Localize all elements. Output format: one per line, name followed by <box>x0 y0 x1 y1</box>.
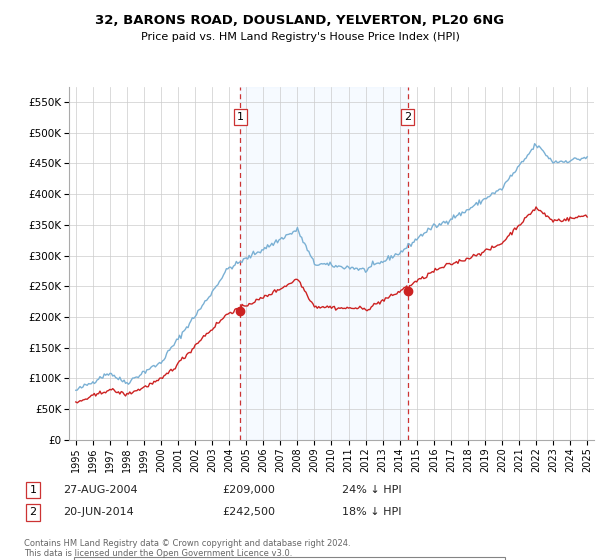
Bar <box>241 87 407 440</box>
Text: 32, BARONS ROAD, DOUSLAND, YELVERTON, PL20 6NG: 32, BARONS ROAD, DOUSLAND, YELVERTON, PL… <box>95 14 505 27</box>
Text: 24% ↓ HPI: 24% ↓ HPI <box>342 485 401 495</box>
Text: Price paid vs. HM Land Registry's House Price Index (HPI): Price paid vs. HM Land Registry's House … <box>140 32 460 43</box>
Text: 20-JUN-2014: 20-JUN-2014 <box>63 507 134 517</box>
Text: £209,000: £209,000 <box>222 485 275 495</box>
Text: £242,500: £242,500 <box>222 507 275 517</box>
Text: 27-AUG-2004: 27-AUG-2004 <box>63 485 137 495</box>
Text: 1: 1 <box>29 485 37 495</box>
Text: 2: 2 <box>29 507 37 517</box>
Text: 2: 2 <box>404 112 411 122</box>
Text: 1: 1 <box>237 112 244 122</box>
Text: Contains HM Land Registry data © Crown copyright and database right 2024.
This d: Contains HM Land Registry data © Crown c… <box>24 539 350 558</box>
Legend: 32, BARONS ROAD, DOUSLAND, YELVERTON, PL20 6NG (detached house), HPI: Average pr: 32, BARONS ROAD, DOUSLAND, YELVERTON, PL… <box>74 557 505 560</box>
Text: 18% ↓ HPI: 18% ↓ HPI <box>342 507 401 517</box>
